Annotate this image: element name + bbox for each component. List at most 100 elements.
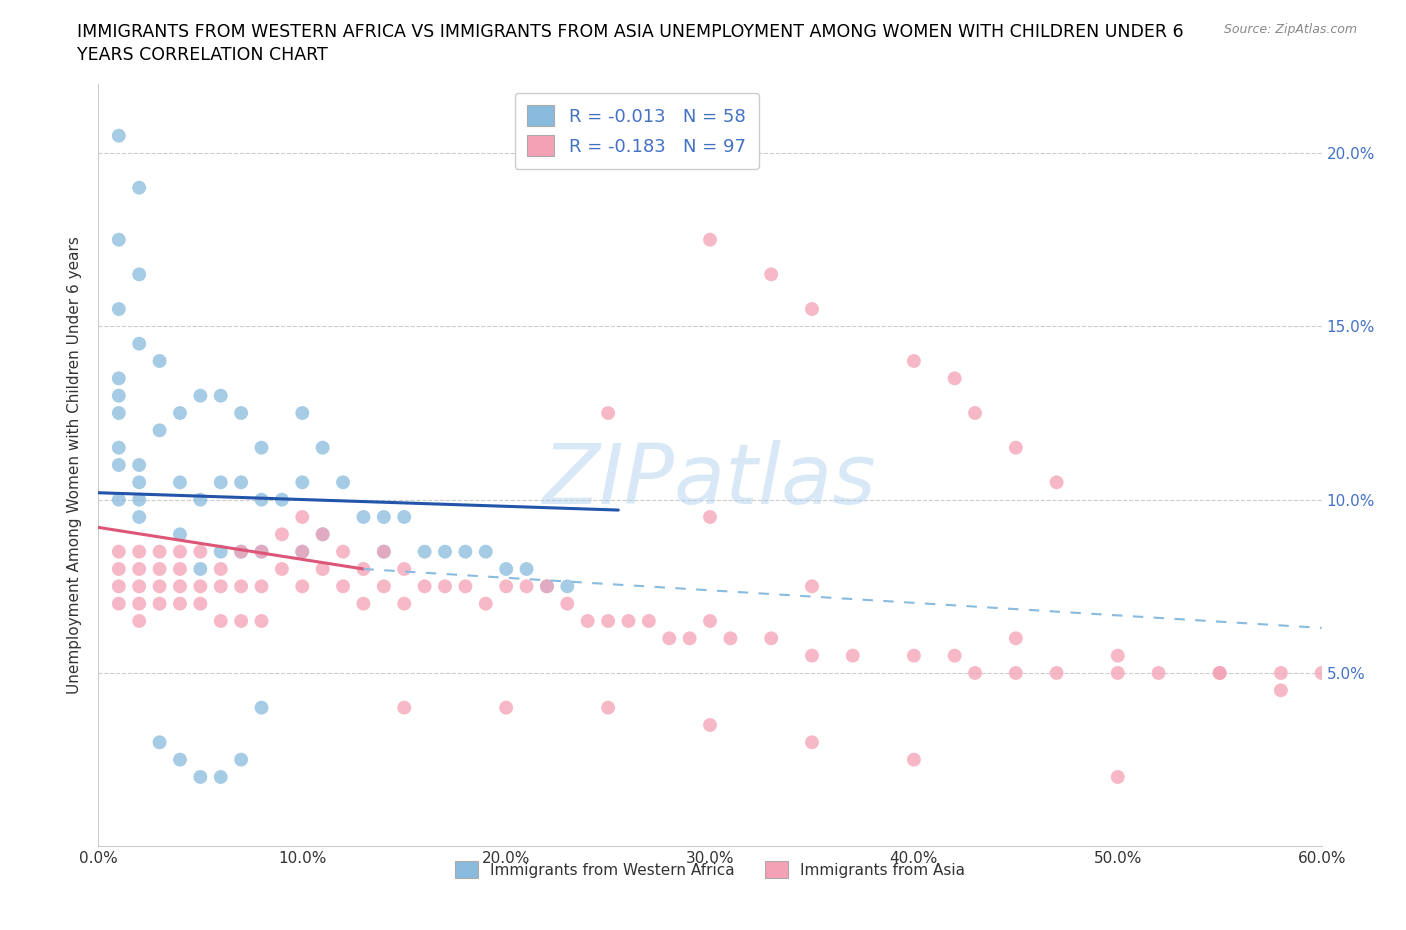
Point [474,596,498,611]
Point [231,544,253,559]
Point [454,578,477,593]
Point [270,562,294,577]
Point [188,578,212,593]
Point [679,631,702,645]
Point [555,578,579,593]
Point [598,405,620,420]
Point [209,475,232,490]
Point [392,562,416,577]
Point [291,578,314,593]
Point [108,440,131,455]
Point [108,405,131,420]
Point [413,578,436,593]
Point [903,353,925,368]
Point [1045,475,1069,490]
Point [1004,440,1026,455]
Point [699,718,721,733]
Point [943,371,966,386]
Point [373,544,395,559]
Point [801,301,824,316]
Point [434,578,457,593]
Point [270,527,294,542]
Point [495,700,517,715]
Point [250,578,273,593]
Text: ZIPatlas: ZIPatlas [543,440,877,521]
Point [149,353,172,368]
Point [841,648,863,663]
Point [128,510,150,525]
Point [1147,666,1170,681]
Point [1004,631,1026,645]
Point [495,562,517,577]
Point [598,614,620,629]
Point [1107,769,1129,784]
Point [128,180,150,195]
Point [352,510,374,525]
Point [1209,666,1232,681]
Point [149,578,172,593]
Point [1045,666,1069,681]
Point [801,578,824,593]
Point [149,423,172,438]
Point [108,562,131,577]
Point [250,700,273,715]
Point [1209,666,1232,681]
Point [373,578,395,593]
Point [250,492,273,507]
Point [1107,666,1129,681]
Point [699,232,721,247]
Point [801,648,824,663]
Point [536,578,558,593]
Point [699,510,721,525]
Point [373,544,395,559]
Point [231,614,253,629]
Point [474,544,498,559]
Point [250,544,273,559]
Point [188,544,212,559]
Point [108,544,131,559]
Point [209,388,232,403]
Point [128,458,150,472]
Point [108,492,131,507]
Point [699,614,721,629]
Point [617,614,640,629]
Point [128,596,150,611]
Point [209,544,232,559]
Point [231,578,253,593]
Point [965,666,987,681]
Point [231,475,253,490]
Point [128,544,150,559]
Point [1310,666,1333,681]
Point [209,769,232,784]
Point [312,527,335,542]
Point [965,405,987,420]
Point [108,578,131,593]
Point [943,648,966,663]
Point [188,769,212,784]
Point [108,301,131,316]
Point [536,578,558,593]
Legend: Immigrants from Western Africa, Immigrants from Asia: Immigrants from Western Africa, Immigran… [449,855,972,884]
Point [392,700,416,715]
Point [576,614,599,629]
Point [169,596,191,611]
Point [169,752,191,767]
Point [413,544,436,559]
Point [250,440,273,455]
Point [270,492,294,507]
Point [903,752,925,767]
Point [1004,666,1026,681]
Point [128,475,150,490]
Point [169,578,191,593]
Point [718,631,742,645]
Point [169,405,191,420]
Point [231,752,253,767]
Text: Source: ZipAtlas.com: Source: ZipAtlas.com [1223,23,1357,36]
Point [312,440,335,455]
Point [332,578,354,593]
Text: YEARS CORRELATION CHART: YEARS CORRELATION CHART [77,46,328,63]
Point [637,614,661,629]
Point [1270,683,1292,698]
Point [169,475,191,490]
Point [108,128,131,143]
